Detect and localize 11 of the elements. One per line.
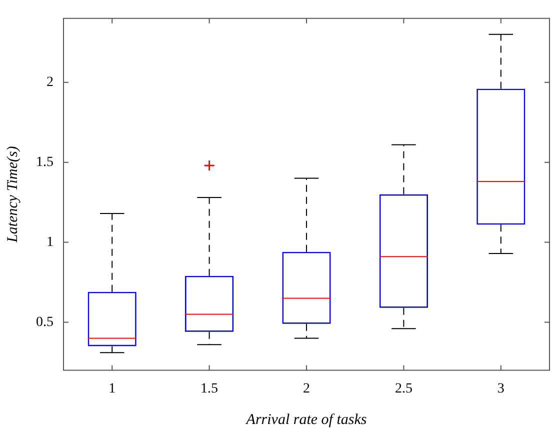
x-tick-label: 2.5 xyxy=(394,381,412,396)
x-axis-title: Arrival rate of tasks xyxy=(245,412,367,428)
x-tick-label: 3 xyxy=(497,381,504,396)
y-tick-label: 0.5 xyxy=(36,314,54,330)
y-tick-label: 2 xyxy=(46,75,54,90)
y-tick-label: 1.5 xyxy=(36,154,54,170)
y-axis-title: Latency Time(s) xyxy=(4,146,21,244)
x-tick-label: 2 xyxy=(303,381,310,396)
x-tick-label: 1.5 xyxy=(200,381,218,396)
x-tick-label: 1 xyxy=(108,381,116,396)
y-tick-label: 1 xyxy=(46,234,54,250)
